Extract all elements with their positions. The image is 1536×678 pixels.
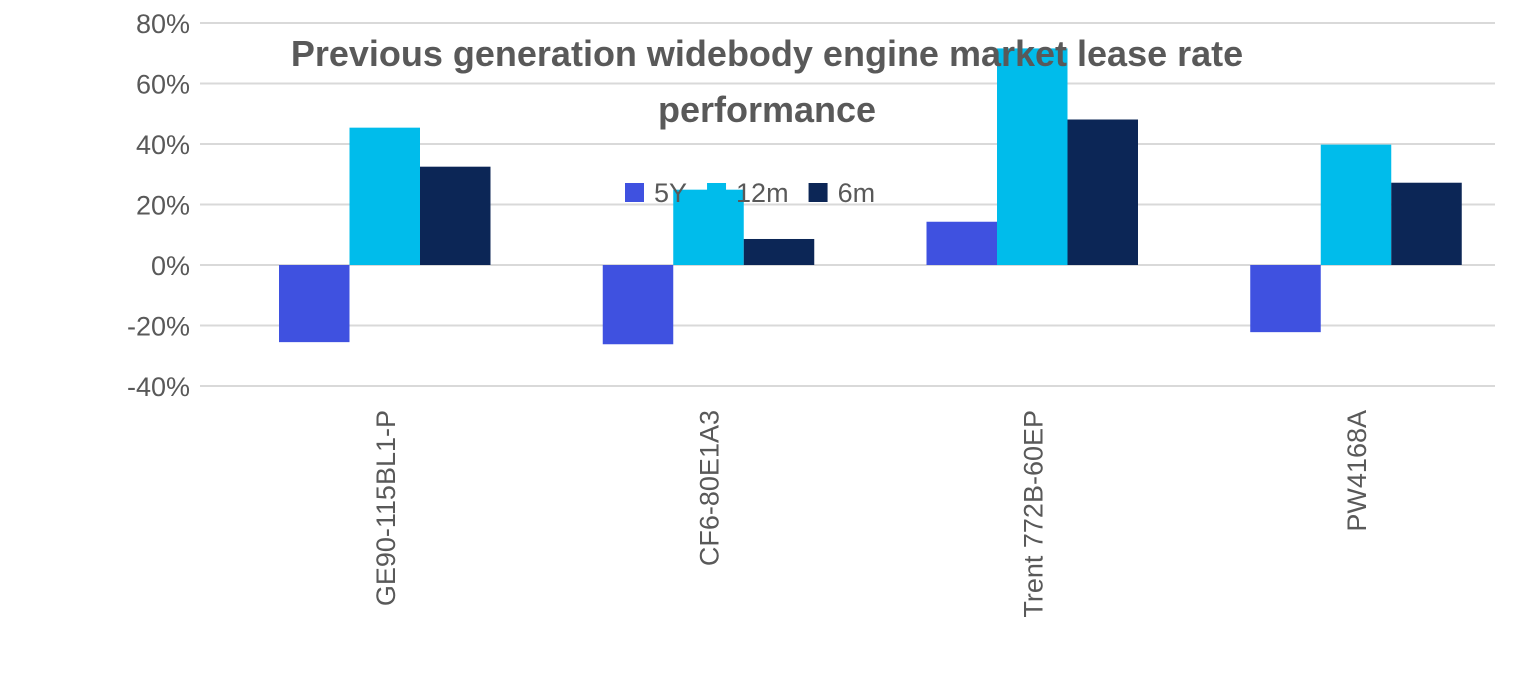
bar-5Y-Trent 772B-60EP [926, 221, 997, 265]
legend-swatch-5Y [625, 183, 644, 202]
legend-swatch-12m [707, 183, 727, 202]
y-tick-label: 60% [136, 70, 190, 100]
bar-12m-Trent 772B-60EP [997, 48, 1068, 265]
bar-6m-PW4168A [1391, 182, 1462, 265]
chart-title-line1: Previous generation widebody engine mark… [291, 33, 1243, 74]
y-tick-label: -40% [127, 372, 190, 402]
x-tick-label: GE90-115BL1-P [371, 410, 401, 606]
bar-5Y-GE90-115BL1-P [279, 265, 350, 343]
y-tick-label: 20% [136, 191, 190, 221]
bar-6m-CF6-80E1A3 [743, 238, 815, 265]
y-tick-label: -20% [127, 312, 190, 342]
legend-label-12m: 12m [736, 178, 789, 208]
bar-6m-GE90-115BL1-P [420, 166, 491, 265]
y-tick-label: 80% [136, 9, 190, 39]
legend-label-6m: 6m [838, 178, 876, 208]
legend-label-5Y: 5Y [654, 178, 687, 208]
x-tick-label: Trent 772B-60EP [1018, 410, 1048, 618]
bar-5Y-PW4168A [1250, 265, 1321, 333]
x-tick-label: PW4168A [1342, 410, 1372, 532]
bar-5Y-CF6-80E1A3 [602, 265, 674, 345]
bar-12m-CF6-80E1A3 [673, 189, 744, 265]
x-tick-label: CF6-80E1A3 [695, 410, 725, 566]
bar-12m-GE90-115BL1-P [349, 127, 420, 265]
y-tick-label: 40% [136, 130, 190, 160]
chart-title-line2: performance [658, 89, 876, 130]
bar-12m-PW4168A [1320, 144, 1392, 265]
legend-swatch-6m [808, 183, 828, 202]
y-tick-label: 0% [151, 251, 190, 281]
bar-6m-Trent 772B-60EP [1067, 119, 1138, 265]
